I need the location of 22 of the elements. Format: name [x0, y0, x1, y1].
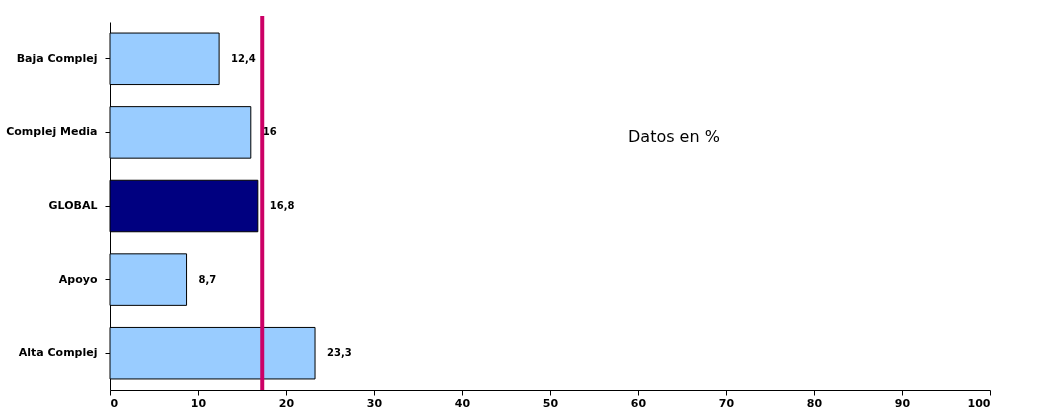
x-tick-label: 90 [894, 396, 911, 410]
y-tick-label: Alta Complej [18, 346, 98, 360]
y-tick-label: Baja Complej [16, 51, 98, 65]
y-tick-label: Apoyo [58, 272, 98, 286]
x-tick-label: 50 [542, 396, 559, 410]
x-tick-label: 10 [190, 396, 207, 410]
x-tick-label: 40 [454, 396, 471, 410]
data-label: 12,4 [231, 52, 256, 64]
y-tick-label: Complej Media [6, 125, 98, 139]
x-tick-label: 20 [278, 396, 295, 410]
x-tick-label: 70 [718, 396, 735, 410]
x-tick-label: 100 [967, 396, 991, 410]
data-label: 8,7 [198, 273, 217, 285]
annotation: Datos en % [628, 127, 720, 146]
x-tick-label: 60 [630, 396, 647, 410]
x-tick-label: 80 [806, 396, 823, 410]
data-label: 16 [262, 126, 277, 138]
x-tick-label: 0 [110, 396, 119, 410]
data-label: 16,8 [269, 200, 295, 211]
y-tick-label: GLOBAL [48, 199, 98, 212]
x-tick-label: 30 [366, 396, 383, 410]
data-label: 23,3 [327, 347, 352, 359]
